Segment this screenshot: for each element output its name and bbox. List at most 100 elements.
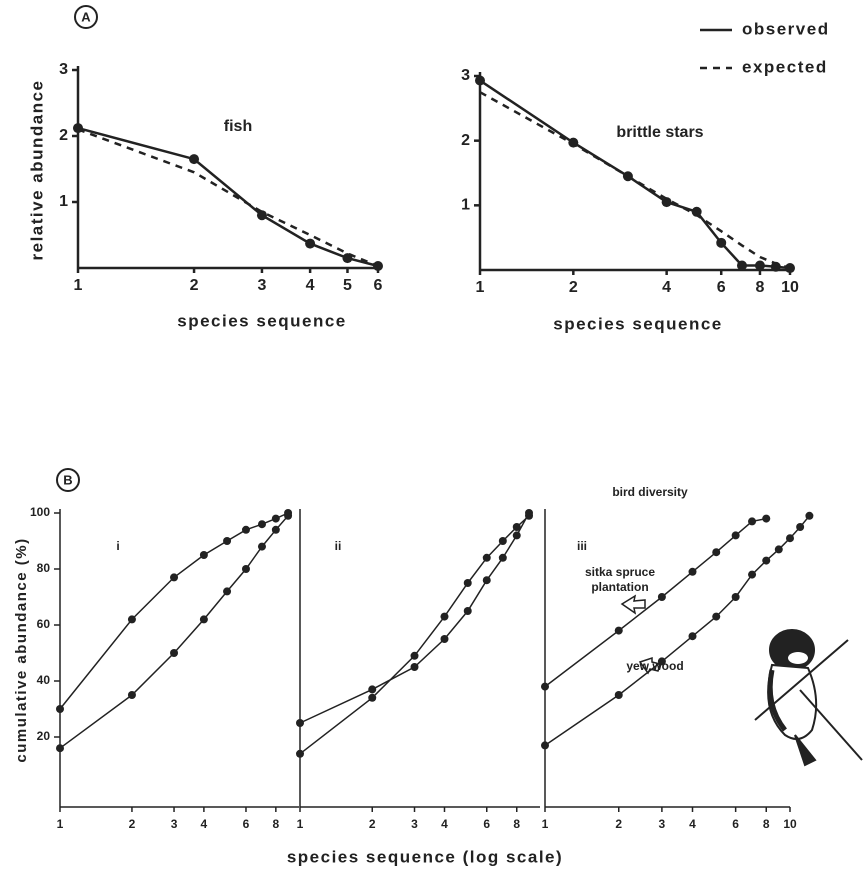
x-axis-label: species sequence [177, 311, 347, 330]
x-axis-label: species sequence (log scale) [287, 847, 563, 866]
series-marker [271, 525, 280, 534]
x-tick-label: 4 [662, 279, 671, 296]
panel-label: A [81, 9, 91, 24]
x-tick-label: 3 [659, 817, 666, 831]
series-marker [691, 206, 702, 217]
series-line [59, 515, 289, 749]
y-axis-label: cumulative abundance (%) [13, 537, 30, 762]
series-marker [257, 520, 266, 529]
x-axis-label: species sequence [553, 314, 723, 333]
x-tick-label: 1 [476, 279, 485, 296]
series-marker [189, 154, 200, 165]
series-marker [170, 573, 179, 582]
x-tick-label: 8 [513, 817, 520, 831]
series-marker [498, 537, 507, 545]
annotation: yew wood [626, 659, 683, 673]
legend-label: expected [742, 57, 828, 76]
series-marker [754, 260, 765, 271]
series-marker [475, 75, 485, 86]
series-marker [786, 534, 794, 543]
series-marker [170, 649, 179, 657]
y-tick-label: 20 [37, 729, 51, 743]
series-marker [498, 553, 507, 562]
series-line [77, 126, 379, 268]
series-marker [541, 741, 549, 750]
series-marker [368, 693, 377, 702]
series-marker [657, 657, 666, 666]
y-tick-label: 3 [461, 67, 470, 84]
series-marker [127, 691, 136, 699]
series-marker [284, 511, 293, 520]
series-marker [614, 626, 623, 635]
annotation: plantation [591, 580, 648, 594]
series-marker [305, 238, 316, 249]
x-tick-label: 4 [441, 817, 448, 831]
x-tick-label: 4 [306, 277, 315, 294]
series-marker [56, 705, 64, 713]
series-marker [748, 570, 757, 579]
series-marker [241, 525, 250, 534]
series-marker [512, 523, 521, 531]
series-marker [688, 632, 697, 641]
chart-title: brittle stars [616, 124, 703, 141]
x-tick-label: 6 [732, 817, 739, 831]
series-marker [368, 685, 377, 694]
series-marker [199, 615, 208, 624]
x-tick-label: 8 [763, 817, 770, 831]
x-tick-label: 8 [272, 817, 279, 831]
y-tick-label: 60 [37, 617, 51, 631]
series-line [77, 128, 379, 268]
x-tick-label: 10 [781, 279, 799, 296]
y-tick-label: 2 [461, 132, 470, 149]
series-marker [525, 511, 534, 520]
series-marker [271, 514, 280, 523]
x-tick-label: 8 [756, 279, 765, 296]
series-marker [410, 651, 419, 660]
panel-label: B [63, 472, 72, 487]
y-tick-label: 100 [30, 505, 50, 519]
x-tick-label: 1 [74, 277, 83, 294]
series-marker [223, 587, 232, 596]
series-marker [440, 635, 449, 643]
series-marker [257, 542, 266, 551]
bird-drawing [754, 629, 863, 767]
series-marker [731, 593, 740, 601]
series-marker [661, 197, 672, 208]
series-marker [736, 260, 747, 271]
chart-title: fish [224, 118, 252, 135]
series-marker [463, 607, 472, 615]
x-tick-label: 6 [717, 279, 726, 296]
series-marker [256, 210, 267, 221]
series-marker [657, 593, 666, 601]
x-tick-label: 3 [257, 277, 266, 294]
legend-label: observed [742, 19, 830, 38]
series-marker [296, 719, 304, 727]
series-marker [199, 551, 208, 559]
series-marker [512, 531, 521, 540]
series-marker [774, 545, 783, 554]
y-axis-label: relative abundance [27, 79, 46, 260]
series-marker [748, 517, 757, 526]
x-tick-label: 10 [783, 817, 797, 831]
series-marker [712, 612, 721, 621]
panel-badge [56, 468, 80, 492]
series-marker [614, 691, 623, 699]
x-tick-label: 2 [569, 279, 578, 296]
x-tick-label: 6 [243, 817, 250, 831]
series-marker [241, 565, 250, 573]
series-line [479, 91, 791, 270]
y-tick-label: 1 [59, 193, 68, 210]
x-tick-label: 3 [171, 817, 178, 831]
series-marker [440, 612, 449, 621]
x-tick-label: 4 [689, 817, 696, 831]
series-marker [541, 682, 549, 691]
x-tick-label: 4 [201, 817, 208, 831]
series-marker [482, 553, 491, 562]
series-marker [762, 514, 771, 523]
x-tick-label: 2 [615, 817, 622, 831]
panel-sublabel: iii [577, 539, 587, 553]
x-tick-label: 2 [129, 817, 136, 831]
y-tick-label: 1 [461, 197, 470, 214]
x-tick-label: 1 [57, 817, 64, 831]
